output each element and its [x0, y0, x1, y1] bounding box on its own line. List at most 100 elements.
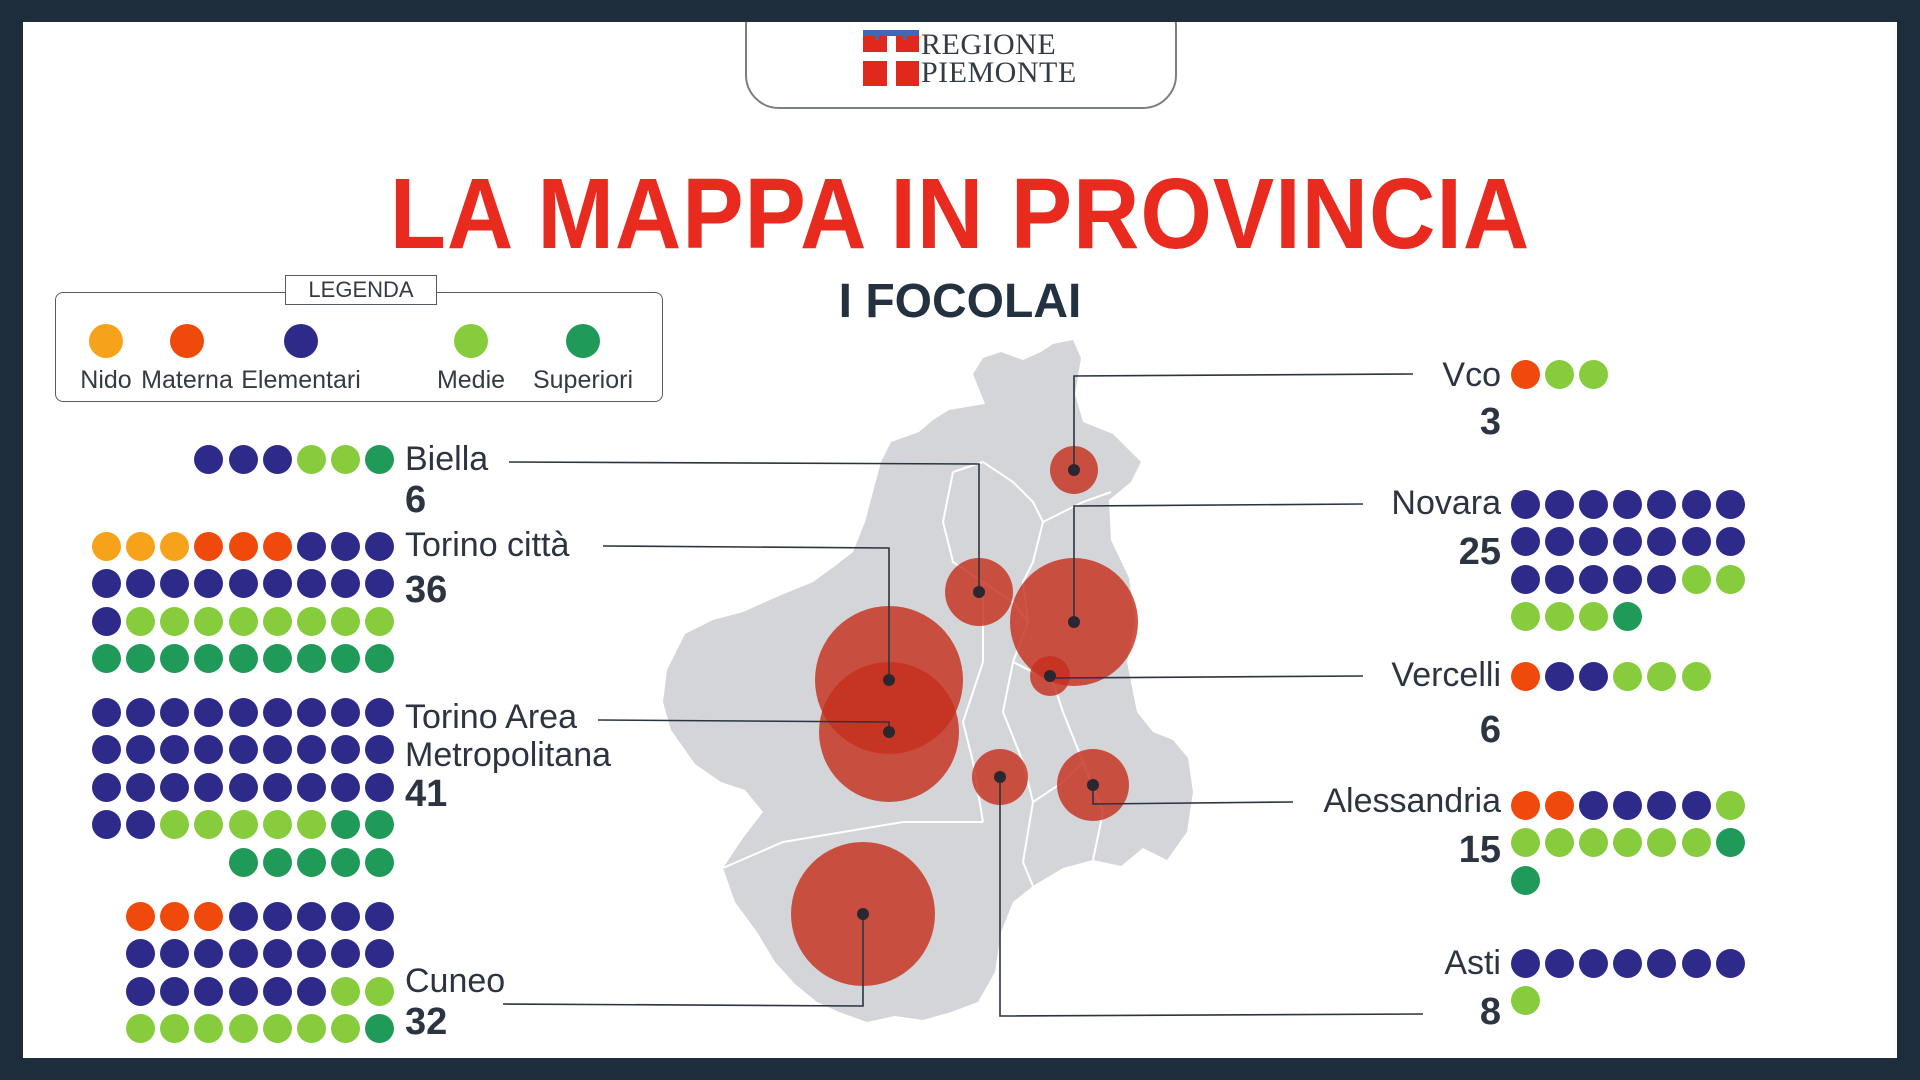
dot-torino_area-elementari — [91, 772, 121, 802]
dot-torino_citta-elementari — [297, 569, 326, 598]
dot-novara-elementari — [1510, 527, 1540, 556]
dot-biella-superiori — [365, 444, 395, 474]
dot-asti-elementari — [1681, 948, 1711, 978]
province-count-torino_citta: 36 — [405, 569, 448, 611]
dot-torino_citta-elementari — [228, 569, 258, 598]
dot-torino_area-elementari — [126, 697, 155, 727]
dot-cuneo-elementari — [297, 901, 326, 931]
dot-torino_area-elementari — [91, 735, 121, 764]
dot-torino_area-medie — [262, 810, 292, 839]
page-title: LA MAPPA IN PROVINCIA — [389, 158, 1531, 270]
legend-dot-superiori — [566, 324, 600, 358]
dot-torino_area-superiori — [297, 847, 326, 877]
leader-asti — [999, 777, 1424, 1017]
dot-cuneo-elementari — [160, 976, 190, 1006]
dot-novara-elementari — [1647, 527, 1677, 556]
dot-torino_citta-elementari — [365, 569, 395, 598]
dot-alessandria-medie — [1681, 828, 1711, 857]
dot-novara-elementari — [1544, 564, 1574, 594]
dot-torino_area-elementari — [331, 772, 361, 802]
dot-novara-elementari — [1579, 489, 1608, 519]
dot-torino_citta-materna — [262, 531, 292, 561]
dot-cuneo-medie — [126, 1014, 155, 1043]
dot-novara-elementari — [1681, 527, 1711, 556]
leader-alessandria — [1092, 785, 1294, 805]
dot-cuneo-elementari — [365, 939, 395, 968]
dot-torino_area-elementari — [262, 697, 292, 727]
province-count-novara: 25 — [1458, 531, 1501, 573]
province-count-vercelli: 6 — [1479, 709, 1501, 751]
legend-label-superiori: Superiori — [532, 366, 634, 394]
dot-torino_citta-superiori — [331, 644, 361, 673]
dot-torino_citta-medie — [194, 606, 224, 636]
dot-torino_area-elementari — [331, 735, 361, 764]
dot-torino_citta-superiori — [91, 644, 121, 673]
province-count-alessandria: 15 — [1458, 829, 1501, 871]
leader-vercelli — [1049, 675, 1364, 679]
dot-novara-elementari — [1647, 564, 1677, 594]
dot-cuneo-materna — [126, 901, 155, 931]
dot-biella-medie — [331, 444, 361, 474]
dot-torino_citta-medie — [262, 606, 292, 636]
province-label-biella: Biella — [405, 440, 489, 478]
dot-torino_area-elementari — [297, 735, 326, 764]
province-label-novara: Novara — [1391, 484, 1501, 522]
province-count-asti: 8 — [1479, 991, 1501, 1033]
legend-label-materna: Materna — [141, 366, 233, 394]
dot-torino_area-elementari — [126, 810, 155, 839]
dot-torino_citta-elementari — [91, 569, 121, 598]
legend-dot-materna — [170, 324, 204, 358]
dot-biella-elementari — [262, 444, 292, 474]
dot-torino_area-elementari — [228, 697, 258, 727]
legend-dot-nido — [89, 324, 123, 358]
legend-item-nido: Nido — [46, 324, 166, 395]
dot-torino_area-elementari — [297, 697, 326, 727]
dot-torino_citta-superiori — [365, 644, 395, 673]
dot-torino_area-elementari — [262, 772, 292, 802]
logo-text-line2: PIEMONTE — [921, 56, 1077, 89]
logo-text-line1: REGIONE — [921, 28, 1057, 61]
dot-biella-elementari — [194, 444, 224, 474]
dot-torino_area-elementari — [194, 735, 224, 764]
dot-torino_citta-elementari — [262, 569, 292, 598]
dot-asti-elementari — [1510, 948, 1540, 978]
dot-alessandria-elementari — [1579, 790, 1608, 820]
dot-torino_area-elementari — [228, 772, 258, 802]
dot-torino_citta-materna — [194, 531, 224, 561]
dot-novara-medie — [1579, 602, 1608, 631]
legend-label-elementari: Elementari — [241, 366, 361, 394]
dot-novara-medie — [1544, 602, 1574, 631]
legend-title: LEGENDA — [285, 275, 437, 305]
dot-cuneo-elementari — [126, 939, 155, 968]
dot-torino_area-superiori — [262, 847, 292, 877]
dot-torino_citta-elementari — [126, 569, 155, 598]
dot-torino_area-elementari — [160, 772, 190, 802]
dot-torino_citta-elementari — [194, 569, 224, 598]
dot-cuneo-elementari — [228, 939, 258, 968]
dot-novara-elementari — [1613, 527, 1643, 556]
dot-cuneo-elementari — [194, 939, 224, 968]
legend-label-medie: Medie — [436, 366, 506, 394]
page-subtitle: I FOCOLAI — [838, 275, 1082, 328]
dot-torino_area-elementari — [91, 697, 121, 727]
dot-torino_citta-medie — [331, 606, 361, 636]
dot-cuneo-medie — [297, 1014, 326, 1043]
dot-vercelli-medie — [1647, 661, 1677, 691]
dot-torino_citta-elementari — [297, 531, 326, 561]
dot-biella-elementari — [228, 444, 258, 474]
dot-alessandria-medie — [1544, 828, 1574, 857]
dot-torino_area-elementari — [331, 697, 361, 727]
dot-torino_area-superiori — [365, 810, 395, 839]
dot-asti-elementari — [1647, 948, 1677, 978]
dot-cuneo-elementari — [194, 976, 224, 1006]
legend-label-nido: Nido — [80, 366, 132, 394]
dot-cuneo-medie — [194, 1014, 224, 1043]
dot-cuneo-elementari — [262, 939, 292, 968]
dot-torino_area-elementari — [160, 735, 190, 764]
dot-asti-elementari — [1544, 948, 1574, 978]
dot-torino_area-elementari — [228, 735, 258, 764]
dot-torino_area-elementari — [365, 697, 395, 727]
dot-torino_area-medie — [160, 810, 190, 839]
leader-biella — [508, 461, 980, 592]
dot-alessandria-materna — [1510, 790, 1540, 820]
